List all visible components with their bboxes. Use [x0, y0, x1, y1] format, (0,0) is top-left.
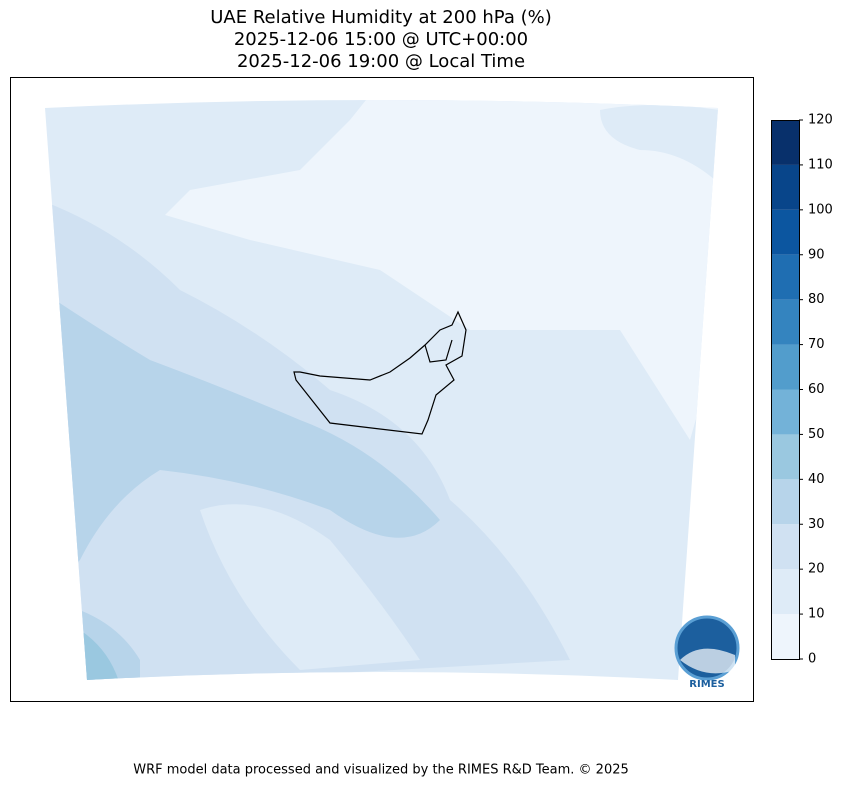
logo: RIMES: [674, 615, 740, 690]
colorbar-tick-label: 20: [808, 562, 825, 577]
colorbar-tick-label: 60: [808, 382, 825, 397]
colorbar-tick-label: 110: [808, 157, 833, 172]
colorbar-level: [771, 524, 799, 570]
field-level: [165, 100, 718, 440]
colorbar-level: [771, 479, 799, 525]
colorbar-level: [771, 434, 799, 480]
field-level: [80, 630, 120, 680]
colorbar-level: [771, 569, 799, 615]
field-level: [45, 290, 440, 600]
colorbar-tick-label: 90: [808, 247, 825, 262]
colorbar-level: [771, 614, 799, 659]
colorbar-level: [771, 120, 799, 165]
colorbar-tick-label: 30: [808, 517, 825, 532]
uae-border: [293, 310, 467, 435]
colorbar-tick-label: 0: [808, 652, 816, 667]
colorbar-tick-label: 100: [808, 202, 833, 217]
field-level: [200, 504, 420, 670]
colorbar-level: [771, 389, 799, 435]
map-frame: [10, 77, 754, 702]
colorbar-level: [771, 299, 799, 345]
field-level: [600, 105, 718, 180]
colorbar-level: [771, 164, 799, 210]
colorbar-tick-label: 120: [808, 113, 833, 128]
colorbar: 0 10 20 30 40 50 60 70 80 90 100 110 120: [771, 113, 833, 667]
colorbar-tick-label: 10: [808, 607, 825, 622]
humidity-field: [45, 100, 718, 680]
footer: WRF model data processed and visualized …: [133, 763, 629, 778]
title-line: 2025-12-06 15:00 @ UTC+00:00: [234, 29, 528, 50]
colorbar-level: [771, 344, 799, 390]
colorbar-tick-label: 80: [808, 292, 825, 307]
title-line: 2025-12-06 19:00 @ Local Time: [237, 51, 525, 72]
colorbar-tick-label: 70: [808, 337, 825, 352]
colorbar-tick-label: 50: [808, 427, 825, 442]
logo-text: RIMES: [689, 679, 724, 690]
colorbar-level: [771, 254, 799, 300]
title-line: UAE Relative Humidity at 200 hPa (%): [210, 7, 551, 28]
colorbar-tick-label: 40: [808, 472, 825, 487]
colorbar-level: [771, 209, 799, 255]
